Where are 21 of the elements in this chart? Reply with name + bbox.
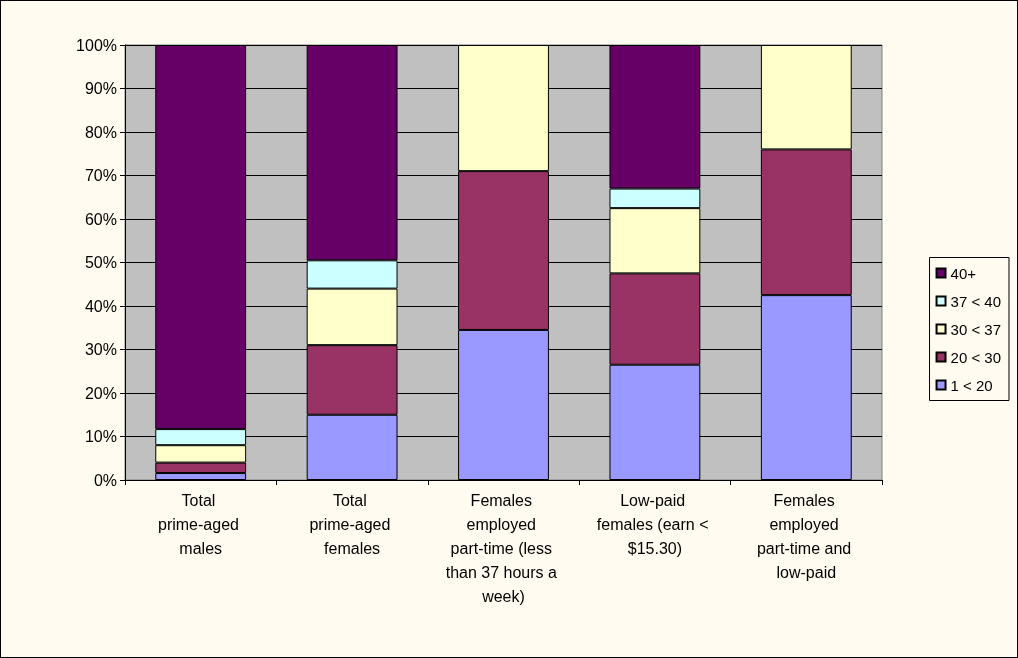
legend-label: 40+	[950, 264, 977, 282]
x-tick-label: Low-paid females (earn < $15.30)	[596, 491, 713, 557]
legend-label: 20 < 30	[950, 348, 1001, 366]
legend-label: 30 < 37	[950, 320, 1001, 338]
y-tick-label: 80%	[84, 123, 117, 141]
y-tick-label: 40%	[84, 297, 117, 315]
x-tick-label: Females employed part-time (less than 37 hours a week)	[445, 491, 562, 605]
y-tick-label: 70%	[84, 167, 117, 184]
x-tick-label: Total prime-aged males	[158, 491, 244, 557]
y-tick-label: 50%	[84, 254, 117, 271]
y-tick-label: 60%	[84, 210, 117, 228]
x-tick-label: Total prime-aged females	[309, 491, 395, 557]
y-tick-label: 100%	[76, 36, 117, 54]
legend-label: 1 < 20	[950, 376, 993, 394]
y-tick-label: 10%	[84, 428, 117, 445]
legend-label: 37 < 40	[950, 292, 1001, 310]
y-tick-label: 30%	[84, 341, 117, 358]
y-tick-label: 90%	[84, 80, 117, 97]
y-tick-label: 0%	[93, 471, 117, 489]
x-tick-label: Females employed part-time and low-paid	[756, 491, 856, 581]
y-tick-label: 20%	[84, 384, 117, 402]
